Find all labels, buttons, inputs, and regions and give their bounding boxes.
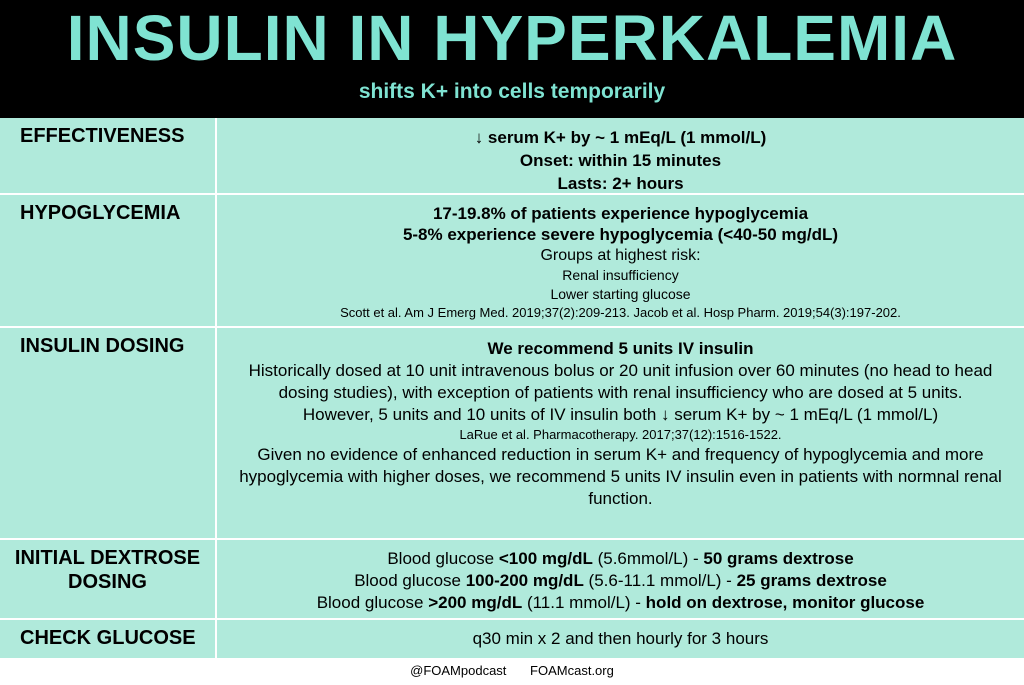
row-insulin-dosing: INSULIN DOSING We recommend 5 units IV i… <box>0 328 1024 540</box>
row-content: 17-19.8% of patients experience hypoglyc… <box>217 195 1024 326</box>
info-table: EFFECTIVENESS ↓ serum K+ by ~ 1 mEq/L (1… <box>0 118 1024 658</box>
page-subtitle: shifts K+ into cells temporarily <box>358 80 666 103</box>
row-label: INSULIN DOSING <box>0 328 217 538</box>
header: INSULIN IN HYPERKALEMIA shifts K+ into c… <box>0 0 1024 118</box>
row-label: HYPOGLYCEMIA <box>0 195 217 326</box>
page-title: INSULIN IN HYPERKALEMIA <box>66 2 958 74</box>
text-line: However, 5 units and 10 units of IV insu… <box>302 405 939 424</box>
row-content: We recommend 5 units IV insulin Historic… <box>217 328 1024 538</box>
row-content: ↓ serum K+ by ~ 1 mEq/L (1 mmol/L) Onset… <box>217 118 1024 193</box>
text-line: Blood glucose 100-200 mg/dL (5.6-11.1 mm… <box>354 571 887 590</box>
row-content: Blood glucose <100 mg/dL (5.6mmol/L) - 5… <box>217 540 1024 618</box>
text-line: Given no evidence of enhanced reduction … <box>239 445 1002 508</box>
row-content: q30 min x 2 and then hourly for 3 hours <box>472 629 769 648</box>
row-hypoglycemia: HYPOGLYCEMIA 17-19.8% of patients experi… <box>0 195 1024 328</box>
text-line: 17-19.8% of patients experience hypoglyc… <box>432 204 809 223</box>
text-line: Lasts: 2+ hours <box>557 174 684 193</box>
row-effectiveness: EFFECTIVENESS ↓ serum K+ by ~ 1 mEq/L (1… <box>0 118 1024 195</box>
text-line: Onset: within 15 minutes <box>519 151 722 170</box>
row-check-glucose: CHECK GLUCOSE q30 min x 2 and then hourl… <box>0 620 1024 658</box>
row-label: EFFECTIVENESS <box>0 118 217 193</box>
row-label: INITIAL DEXTROSE DOSING <box>0 540 217 618</box>
text-line: Groups at highest risk: <box>540 247 701 264</box>
footer: @FOAMpodcast FOAMcast.org <box>0 660 1024 682</box>
text-line: Historically dosed at 10 unit intravenou… <box>248 361 993 402</box>
text-line: We recommend 5 units IV insulin <box>487 339 754 358</box>
row-dextrose-dosing: INITIAL DEXTROSE DOSING Blood glucose <1… <box>0 540 1024 620</box>
text-line: 5-8% experience severe hypoglycemia (<40… <box>402 225 839 244</box>
row-label: CHECK GLUCOSE <box>0 620 217 658</box>
text-line: Lower starting glucose <box>550 286 691 302</box>
twitter-handle: @FOAMpodcast <box>410 663 507 678</box>
reference: Scott et al. Am J Emerg Med. 2019;37(2):… <box>340 305 901 320</box>
website: FOAMcast.org <box>530 663 614 678</box>
text-line: Blood glucose <100 mg/dL (5.6mmol/L) - 5… <box>387 549 854 568</box>
text-line: Renal insufficiency <box>562 267 679 283</box>
text-line: ↓ serum K+ by ~ 1 mEq/L (1 mmol/L) <box>474 128 767 147</box>
text-line: Blood glucose >200 mg/dL (11.1 mmol/L) -… <box>316 593 925 612</box>
reference: LaRue et al. Pharmacotherapy. 2017;37(12… <box>459 427 782 442</box>
